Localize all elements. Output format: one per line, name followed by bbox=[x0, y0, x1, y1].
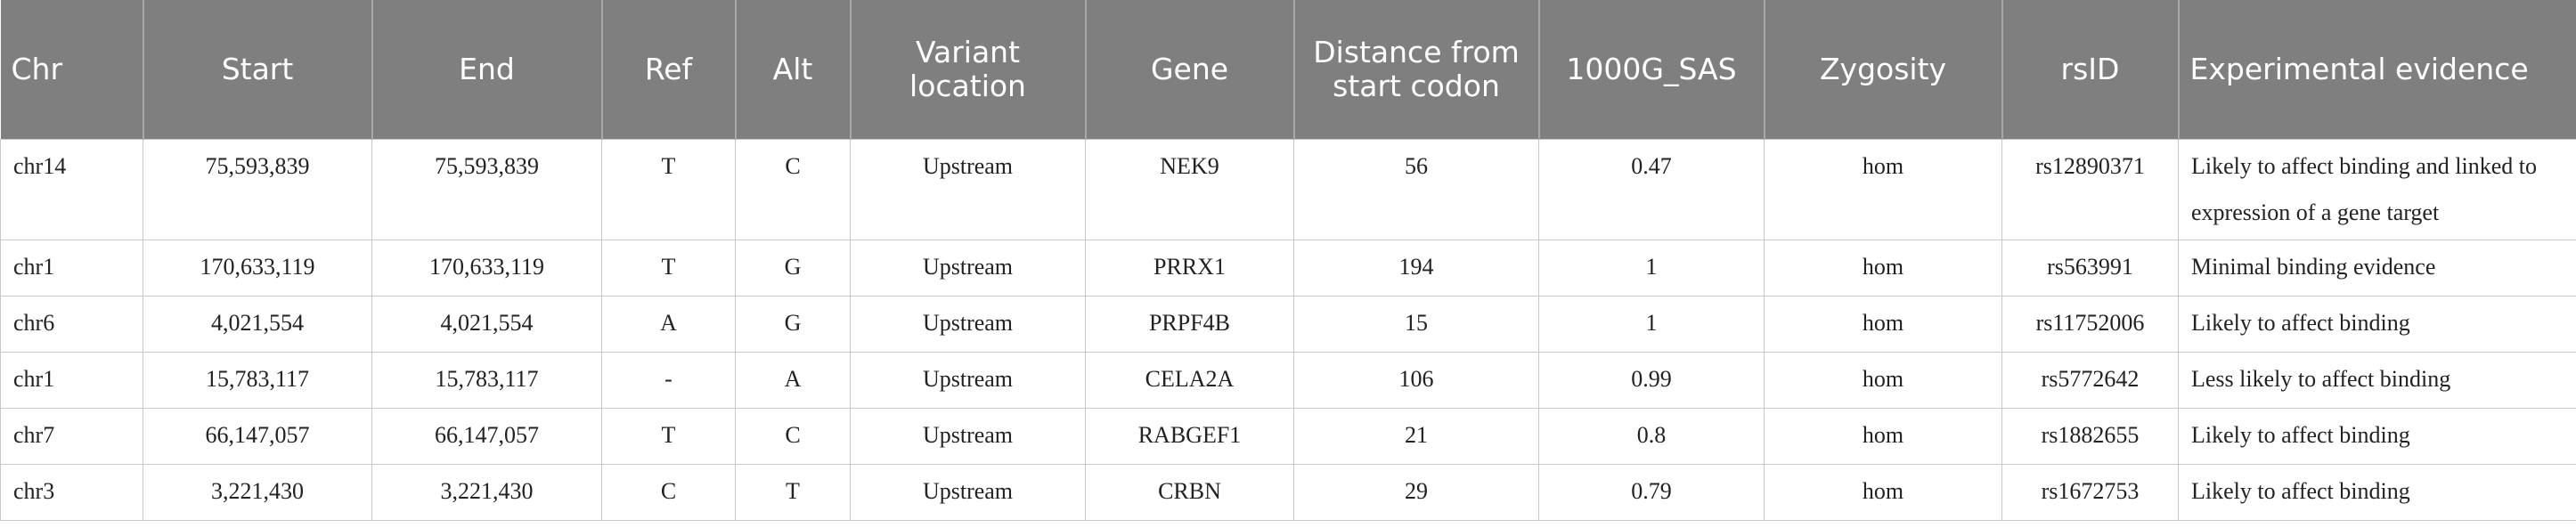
column-header: rsID bbox=[2001, 0, 2180, 140]
table-cell: hom bbox=[1764, 408, 2002, 465]
table-row: chr14 75,593,839 75,593,839 T C Upstream NEK9 5… bbox=[0, 139, 2576, 240]
table-cell: T bbox=[601, 408, 736, 465]
table-cell: 0.79 bbox=[1538, 464, 1765, 521]
table-cell: T bbox=[601, 240, 736, 296]
table-cell: 0.8 bbox=[1538, 408, 1765, 465]
table-cell: NEK9 bbox=[1085, 139, 1294, 240]
table-cell: PRRX1 bbox=[1085, 240, 1294, 296]
table-cell: - bbox=[601, 352, 736, 409]
table-cell: Likely to affect binding bbox=[2178, 296, 2576, 353]
table-cell: RABGEF1 bbox=[1085, 408, 1294, 465]
table-cell: chr7 bbox=[0, 408, 143, 465]
column-header: Start bbox=[143, 0, 373, 140]
table-cell: 3,221,430 bbox=[371, 464, 602, 521]
table-cell: C bbox=[601, 464, 736, 521]
table-cell: T bbox=[601, 139, 736, 240]
table-cell: 170,633,119 bbox=[143, 240, 372, 296]
table-cell: 66,147,057 bbox=[371, 408, 602, 465]
table-cell: 21 bbox=[1293, 408, 1539, 465]
table-cell: CRBN bbox=[1085, 464, 1294, 521]
column-header: Experimental evidence bbox=[2178, 0, 2576, 140]
table-cell: A bbox=[735, 352, 851, 409]
table-cell: 75,593,839 bbox=[143, 139, 372, 240]
table-cell: 15 bbox=[1293, 296, 1539, 353]
column-header: Gene bbox=[1085, 0, 1295, 140]
table-cell: Upstream bbox=[850, 240, 1086, 296]
table-row: chr1 170,633,119 170,633,119 T G Upstream PRRX… bbox=[0, 240, 2576, 296]
table-cell: rs5772642 bbox=[2001, 352, 2179, 409]
table-cell: CELA2A bbox=[1085, 352, 1294, 409]
table-cell: chr1 bbox=[0, 352, 143, 409]
table-row: chr6 4,021,554 4,021,554 A G Upstream PRPF4B 15… bbox=[0, 296, 2576, 353]
table-cell: Upstream bbox=[850, 408, 1086, 465]
table-cell: Likely to affect binding bbox=[2178, 464, 2576, 521]
table-cell: hom bbox=[1764, 296, 2002, 353]
table-cell: hom bbox=[1764, 240, 2002, 296]
column-header: Chr bbox=[0, 0, 144, 140]
table-cell: Upstream bbox=[850, 352, 1086, 409]
table-cell: G bbox=[735, 240, 851, 296]
table-cell: G bbox=[735, 296, 851, 353]
table-cell: hom bbox=[1764, 464, 2002, 521]
table-cell: 15,783,117 bbox=[371, 352, 602, 409]
table-row: chr3 3,221,430 3,221,430 C T Upstream CRBN 29 0.… bbox=[0, 464, 2576, 521]
table-cell: 15,783,117 bbox=[143, 352, 372, 409]
header-row: Chr Start End Ref Alt Variant location Gene Dis… bbox=[0, 0, 2576, 140]
table-cell: chr6 bbox=[0, 296, 143, 353]
table-cell: 106 bbox=[1293, 352, 1539, 409]
table-cell: 0.47 bbox=[1538, 139, 1765, 240]
table-cell: rs1672753 bbox=[2001, 464, 2179, 521]
table-cell: hom bbox=[1764, 139, 2002, 240]
table-cell: 56 bbox=[1293, 139, 1539, 240]
table-cell: Likely to affect binding bbox=[2178, 408, 2576, 465]
table-cell: 4,021,554 bbox=[371, 296, 602, 353]
table-cell: chr1 bbox=[0, 240, 143, 296]
table-cell: Upstream bbox=[850, 139, 1086, 240]
table-cell: Minimal binding evidence bbox=[2178, 240, 2576, 296]
table-cell: C bbox=[735, 408, 851, 465]
table-cell: 75,593,839 bbox=[371, 139, 602, 240]
table-cell: rs12890371 bbox=[2001, 139, 2179, 240]
table-cell: 1 bbox=[1538, 240, 1765, 296]
table-cell: hom bbox=[1764, 352, 2002, 409]
column-header: Variant location bbox=[850, 0, 1087, 140]
table-cell: Upstream bbox=[850, 464, 1086, 521]
table-cell: C bbox=[735, 139, 851, 240]
table-cell: 3,221,430 bbox=[143, 464, 372, 521]
table-cell: Likely to affect binding and linked to e… bbox=[2178, 139, 2576, 240]
table-cell: rs1882655 bbox=[2001, 408, 2179, 465]
table-cell: 0.99 bbox=[1538, 352, 1765, 409]
table-cell: 194 bbox=[1293, 240, 1539, 296]
table-cell: PRPF4B bbox=[1085, 296, 1294, 353]
table-cell: Upstream bbox=[850, 296, 1086, 353]
table-cell: 1 bbox=[1538, 296, 1765, 353]
column-header: Ref bbox=[601, 0, 737, 140]
column-header: Distance from start codon bbox=[1293, 0, 1540, 140]
table-cell: T bbox=[735, 464, 851, 521]
table-row: chr7 66,147,057 66,147,057 T C Upstream RABGEF… bbox=[0, 408, 2576, 465]
table-row: chr1 15,783,117 15,783,117- A Upstream CELA2A… bbox=[0, 352, 2576, 409]
column-header: End bbox=[371, 0, 603, 140]
table-cell: rs563991 bbox=[2001, 240, 2179, 296]
table-body: chr14 75,593,839 75,593,839 T C Upstream NEK9 5… bbox=[0, 139, 2576, 521]
table-cell: 4,021,554 bbox=[143, 296, 372, 353]
column-header: Alt bbox=[735, 0, 852, 140]
column-header: Zygosity bbox=[1764, 0, 2003, 140]
table-cell: 66,147,057 bbox=[143, 408, 372, 465]
table-cell: chr3 bbox=[0, 464, 143, 521]
column-header: 1000G_SAS bbox=[1538, 0, 1765, 140]
table-cell: chr14 bbox=[0, 139, 143, 240]
table-cell: A bbox=[601, 296, 736, 353]
table-cell: 170,633,119 bbox=[371, 240, 602, 296]
table-cell: rs11752006 bbox=[2001, 296, 2179, 353]
table-cell: Less likely to affect binding bbox=[2178, 352, 2576, 409]
table-cell: 29 bbox=[1293, 464, 1539, 521]
